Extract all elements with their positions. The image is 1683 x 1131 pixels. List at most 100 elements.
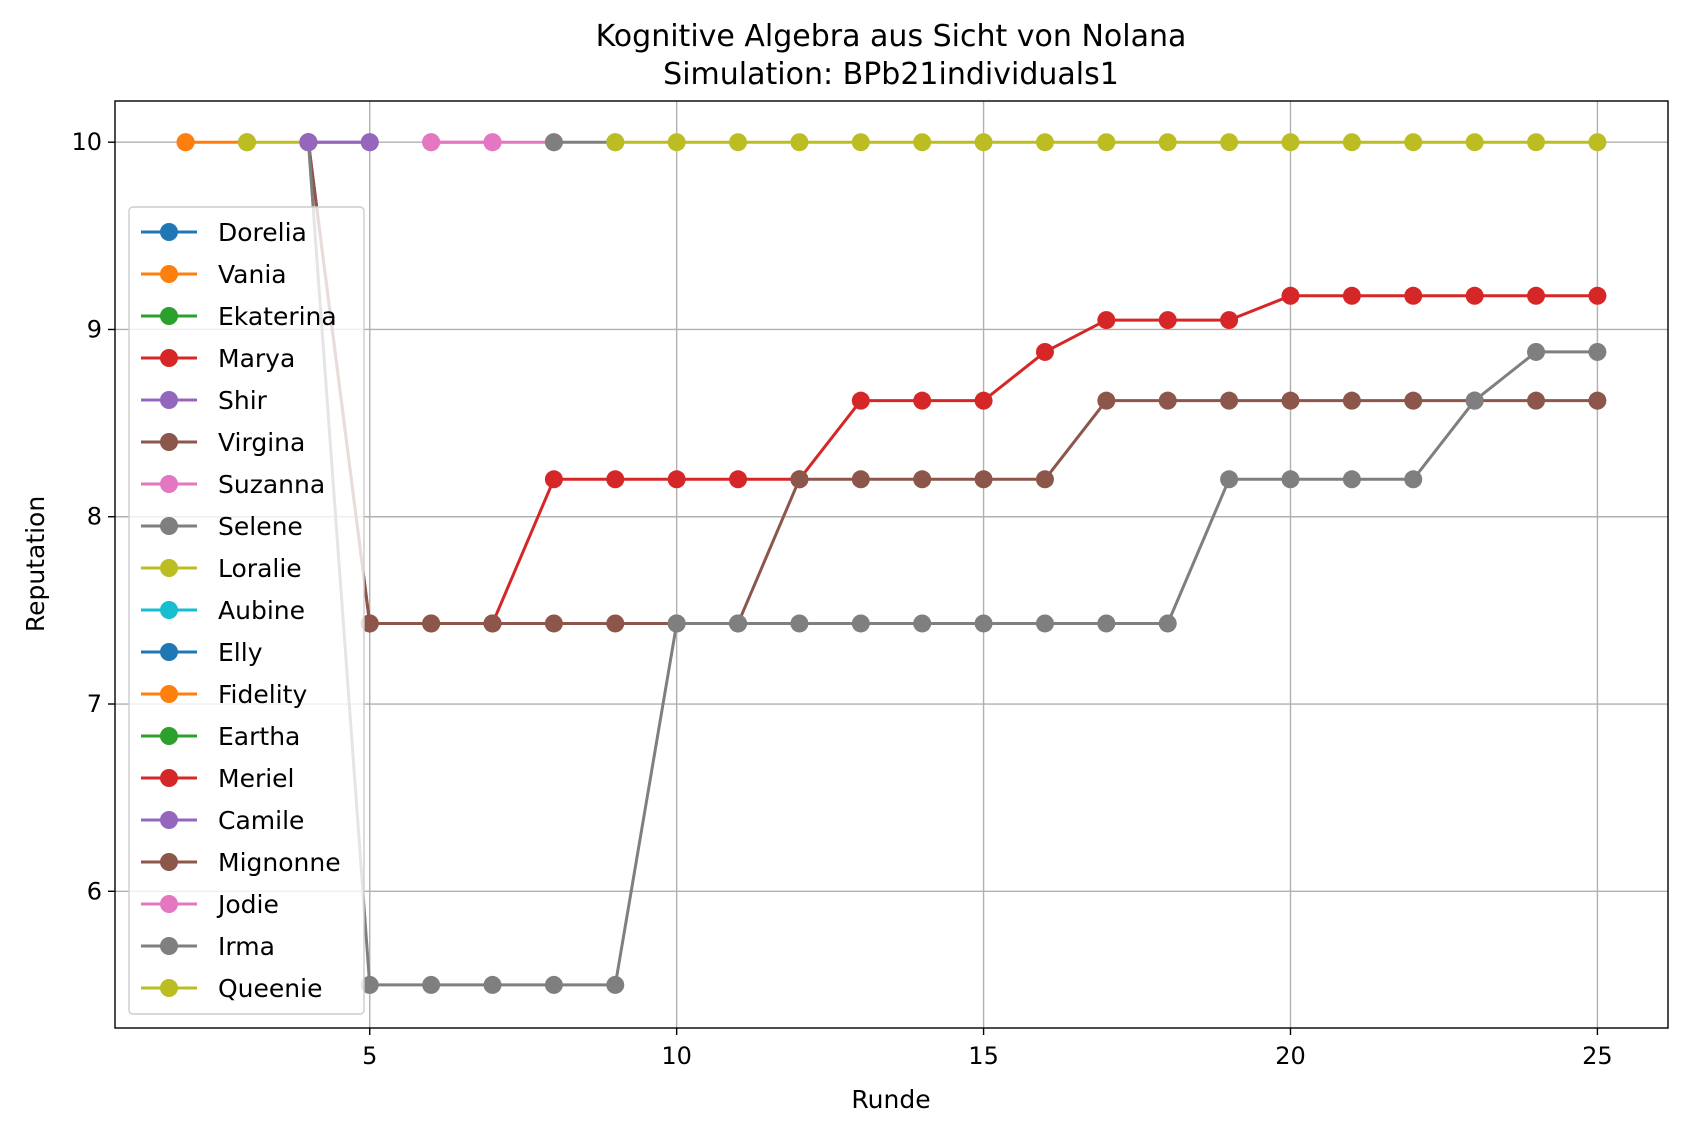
data-point <box>1404 286 1423 305</box>
chart-subtitle: Simulation: BPb21individuals1 <box>663 57 1119 92</box>
y-tick-label: 8 <box>87 503 102 531</box>
data-point <box>974 133 993 152</box>
legend-label: Mignonne <box>218 848 341 877</box>
data-point <box>790 470 809 489</box>
data-point <box>360 133 379 152</box>
legend-label: Virgina <box>218 428 305 457</box>
data-point <box>1097 614 1116 633</box>
data-point <box>667 470 686 489</box>
legend-marker <box>160 811 178 829</box>
data-point <box>974 470 993 489</box>
legend-label: Irma <box>218 932 275 961</box>
data-point <box>1035 614 1054 633</box>
legend-marker <box>160 895 178 913</box>
data-point <box>606 975 625 994</box>
data-point <box>1527 133 1546 152</box>
y-axis-ticks: 6 7 8 9 10 <box>71 128 115 905</box>
legend-label: Shir <box>218 386 268 415</box>
x-tick-label: 20 <box>1275 1042 1306 1070</box>
legend-item: Selene <box>141 512 303 541</box>
legend-label: Ekaterina <box>218 302 337 331</box>
data-point <box>422 614 441 633</box>
x-tick-label: 5 <box>362 1042 377 1070</box>
data-point <box>974 391 993 410</box>
data-point <box>1527 342 1546 361</box>
y-axis-label: Reputation <box>21 496 50 632</box>
data-point <box>299 133 318 152</box>
legend-item: Mignonne <box>141 848 341 877</box>
legend-item: Suzanna <box>141 470 325 499</box>
x-tick-label: 10 <box>661 1042 692 1070</box>
data-point <box>1342 470 1361 489</box>
plot-area-frame <box>114 100 1669 1029</box>
data-point <box>422 975 441 994</box>
data-point <box>544 975 563 994</box>
series-camile <box>299 133 379 152</box>
series-marya <box>299 133 1607 633</box>
legend-item: Eartha <box>141 722 300 751</box>
legend-marker <box>160 601 178 619</box>
legend-marker <box>160 433 178 451</box>
series-queenie <box>606 133 1607 152</box>
legend-marker <box>160 769 178 787</box>
legend-marker <box>160 559 178 577</box>
legend-item: Queenie <box>141 974 322 1003</box>
data-point <box>851 391 870 410</box>
data-point <box>1220 133 1239 152</box>
data-point <box>1220 470 1239 489</box>
data-point <box>974 614 993 633</box>
legend-item: Elly <box>141 638 263 667</box>
y-tick-label: 7 <box>87 690 102 718</box>
legend-label: Selene <box>218 512 303 541</box>
data-point <box>790 614 809 633</box>
data-point <box>1342 391 1361 410</box>
data-point <box>1588 342 1607 361</box>
legend-label: Eartha <box>218 722 300 751</box>
legend-marker <box>160 685 178 703</box>
legend-label: Meriel <box>218 764 295 793</box>
data-point <box>422 133 441 152</box>
legend-marker <box>160 349 178 367</box>
data-point <box>1281 391 1300 410</box>
legend-item: Shir <box>141 386 268 415</box>
legend-marker <box>160 853 178 871</box>
data-point <box>1097 311 1116 330</box>
data-point <box>1220 311 1239 330</box>
data-point <box>1035 342 1054 361</box>
data-point <box>1588 286 1607 305</box>
data-point <box>606 470 625 489</box>
data-point <box>1527 391 1546 410</box>
data-point <box>1158 311 1177 330</box>
data-point <box>606 614 625 633</box>
data-point <box>729 614 748 633</box>
legend-label: Elly <box>218 638 263 667</box>
legend-label: Dorelia <box>218 218 307 247</box>
legend-item: Fidelity <box>141 680 307 709</box>
y-tick-label: 10 <box>71 128 102 156</box>
data-point <box>1035 470 1054 489</box>
data-point <box>913 391 932 410</box>
data-point <box>1342 286 1361 305</box>
legend-marker <box>160 727 178 745</box>
legend-marker <box>160 979 178 997</box>
data-point <box>790 133 809 152</box>
data-point <box>1404 470 1423 489</box>
data-point <box>1035 133 1054 152</box>
data-point <box>729 470 748 489</box>
legend-marker <box>160 937 178 955</box>
legend-label: Camile <box>218 806 304 835</box>
data-point <box>729 133 748 152</box>
series-selene <box>299 133 1607 994</box>
data-point <box>1465 133 1484 152</box>
legend-item: Meriel <box>141 764 295 793</box>
x-tick-label: 15 <box>968 1042 999 1070</box>
legend-marker <box>160 265 178 283</box>
legend-label: Queenie <box>218 974 322 1003</box>
data-point <box>1158 614 1177 633</box>
legend-marker <box>160 223 178 241</box>
data-point <box>1097 391 1116 410</box>
data-point <box>544 614 563 633</box>
legend-marker <box>160 517 178 535</box>
legend-item: Marya <box>141 344 295 373</box>
